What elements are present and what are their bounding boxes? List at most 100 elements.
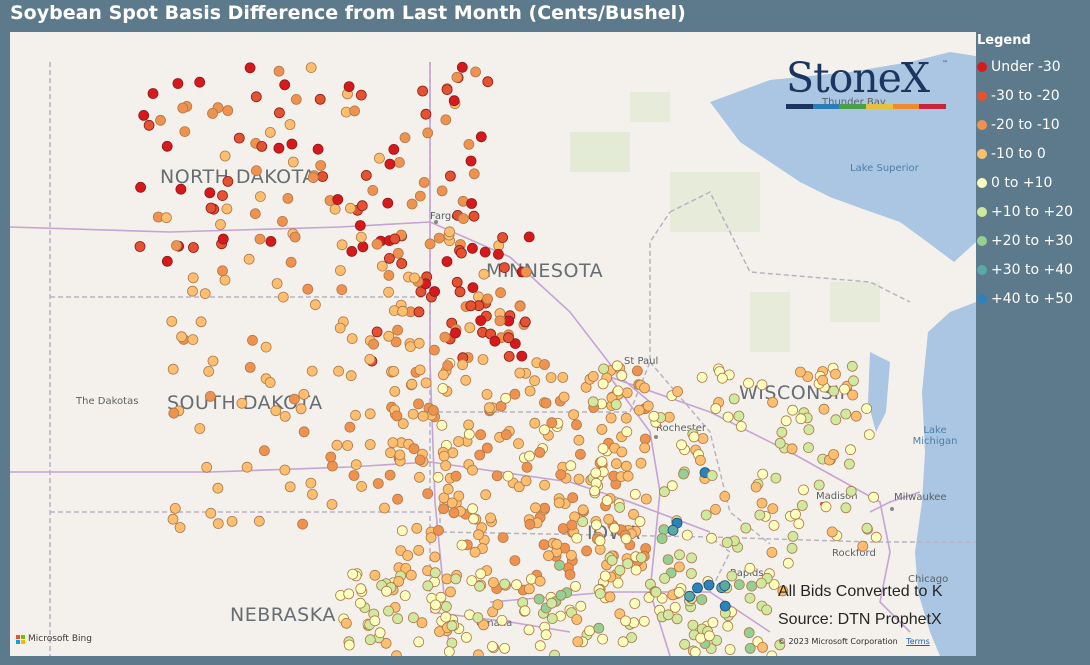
bid-point[interactable] (498, 262, 510, 274)
bid-point[interactable] (614, 608, 626, 620)
bid-point[interactable] (546, 613, 558, 624)
bid-point[interactable] (499, 578, 511, 590)
bid-point[interactable] (332, 194, 344, 205)
bid-point[interactable] (539, 359, 550, 370)
bid-point[interactable] (590, 467, 602, 479)
bid-point[interactable] (167, 513, 179, 525)
bid-point[interactable] (770, 472, 782, 484)
bid-point[interactable] (199, 288, 211, 300)
bid-point[interactable] (539, 502, 550, 514)
bid-point[interactable] (170, 240, 182, 251)
bid-point[interactable] (540, 397, 552, 409)
bid-point[interactable] (669, 602, 681, 613)
bid-point[interactable] (861, 403, 872, 415)
bid-point[interactable] (679, 638, 690, 650)
bid-point[interactable] (356, 200, 368, 212)
bid-point[interactable] (868, 491, 879, 503)
bid-point[interactable] (385, 447, 396, 459)
bid-point[interactable] (639, 382, 650, 394)
bid-point[interactable] (597, 633, 608, 645)
bid-point[interactable] (340, 617, 352, 629)
bid-point[interactable] (187, 242, 199, 253)
bid-point[interactable] (603, 513, 615, 525)
bid-point[interactable] (187, 272, 199, 284)
bid-point[interactable] (176, 331, 188, 343)
bid-point[interactable] (768, 579, 780, 590)
bid-point[interactable] (445, 586, 456, 598)
bid-point[interactable] (440, 460, 452, 472)
bid-point[interactable] (571, 532, 583, 544)
bid-point[interactable] (135, 181, 147, 193)
bid-point[interactable] (273, 107, 285, 119)
bid-point[interactable] (134, 241, 146, 252)
bid-point[interactable] (479, 246, 491, 258)
bid-point[interactable] (863, 429, 875, 441)
bid-point[interactable] (443, 646, 455, 656)
bid-point[interactable] (414, 364, 426, 376)
bid-point[interactable] (513, 481, 525, 493)
bid-point[interactable] (572, 636, 584, 647)
bid-point[interactable] (397, 418, 409, 430)
bid-point[interactable] (243, 253, 255, 265)
bid-point[interactable] (681, 529, 693, 541)
bid-point[interactable] (368, 338, 380, 350)
bid-point[interactable] (422, 580, 434, 592)
bid-point[interactable] (774, 639, 786, 651)
bid-point[interactable] (393, 156, 405, 168)
bid-point[interactable] (284, 119, 296, 130)
bid-point[interactable] (558, 391, 570, 403)
bid-point[interactable] (473, 649, 484, 656)
bid-point[interactable] (523, 624, 535, 636)
bid-point[interactable] (373, 152, 385, 164)
bid-point[interactable] (457, 359, 469, 371)
bid-point[interactable] (444, 226, 456, 238)
bid-point[interactable] (392, 324, 404, 336)
bid-point[interactable] (780, 415, 792, 427)
bid-point[interactable] (710, 403, 722, 414)
bid-point[interactable] (684, 590, 695, 602)
bid-point[interactable] (598, 363, 609, 375)
bid-point[interactable] (282, 192, 294, 204)
bid-point[interactable] (659, 573, 670, 584)
bid-point[interactable] (695, 454, 706, 466)
bid-point[interactable] (482, 293, 494, 305)
bid-point[interactable] (444, 170, 456, 182)
legend-item[interactable]: -10 to 0 (977, 139, 1087, 168)
bid-point[interactable] (520, 266, 532, 278)
bid-point[interactable] (648, 410, 660, 422)
bid-point[interactable] (397, 305, 409, 317)
bid-point[interactable] (475, 429, 487, 441)
bid-point[interactable] (451, 71, 463, 83)
bid-point[interactable] (433, 524, 444, 536)
bid-point[interactable] (357, 241, 369, 253)
bid-point[interactable] (325, 451, 337, 463)
bid-point[interactable] (371, 326, 383, 338)
bid-point[interactable] (667, 524, 679, 536)
bid-point[interactable] (870, 531, 882, 543)
bid-point[interactable] (777, 585, 789, 597)
bid-point[interactable] (236, 397, 248, 409)
bid-point[interactable] (204, 187, 216, 199)
bid-point[interactable] (733, 579, 745, 590)
bid-point[interactable] (456, 61, 468, 73)
bid-point[interactable] (565, 460, 577, 472)
bid-point[interactable] (472, 612, 484, 623)
bid-point[interactable] (194, 76, 206, 88)
bid-point[interactable] (481, 442, 493, 454)
bid-point[interactable] (593, 622, 605, 634)
bid-point[interactable] (436, 419, 448, 431)
terms-link[interactable]: Terms (906, 637, 930, 646)
bid-point[interactable] (786, 542, 798, 554)
bid-point[interactable] (793, 518, 805, 530)
bid-point[interactable] (344, 421, 356, 433)
bid-point[interactable] (422, 127, 434, 139)
bid-point[interactable] (678, 468, 689, 480)
bid-point[interactable] (451, 276, 463, 288)
bid-point[interactable] (606, 555, 618, 566)
bid-point[interactable] (813, 479, 825, 491)
bid-point[interactable] (514, 367, 526, 379)
bid-point[interactable] (446, 620, 458, 632)
bid-point[interactable] (706, 532, 717, 544)
bid-point[interactable] (611, 360, 623, 372)
bid-point[interactable] (221, 203, 233, 215)
